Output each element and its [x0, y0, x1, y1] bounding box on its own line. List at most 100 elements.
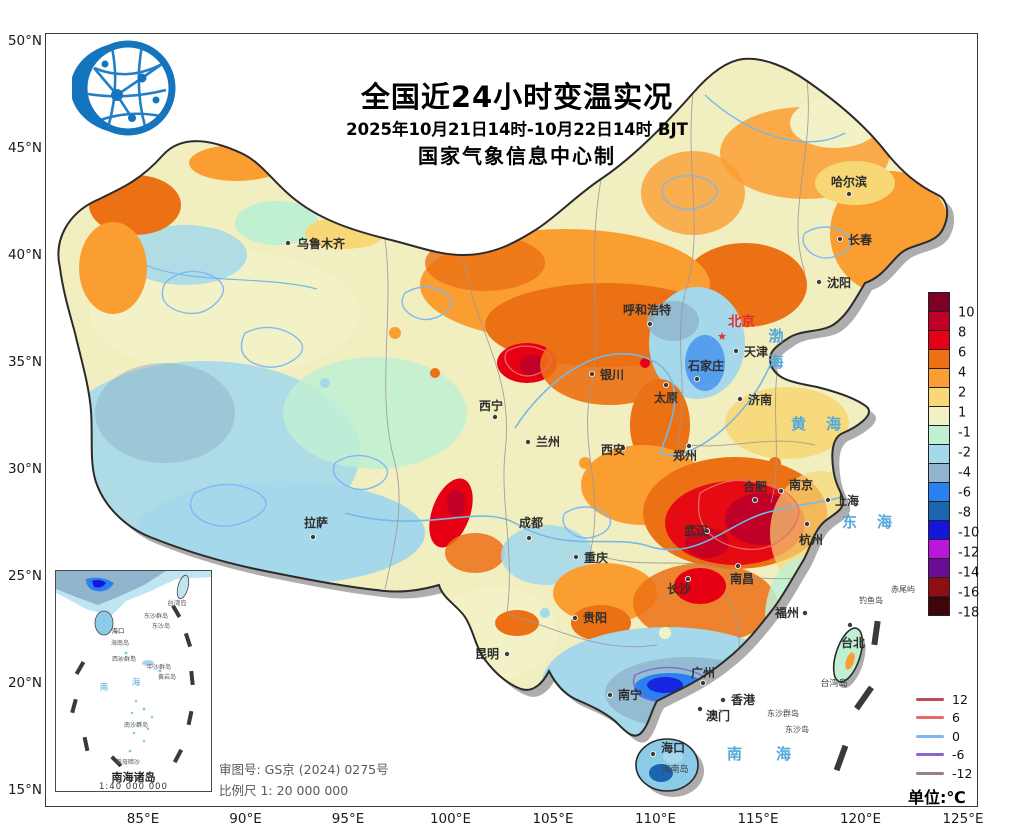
colorbar-band [928, 520, 950, 540]
city-marker [572, 615, 579, 622]
colorbar-band [928, 406, 950, 426]
city-label: 沈阳 [827, 275, 851, 290]
inset-label: 海南岛 [111, 639, 129, 647]
inset-art [56, 571, 211, 768]
credit-line: 国家气象信息中心制 [417, 144, 616, 168]
colorbar-band [928, 368, 950, 388]
isoline-value: 12 [952, 691, 968, 707]
inset-dash-line [70, 604, 195, 768]
city-marker [607, 692, 614, 699]
city-marker [309, 533, 316, 540]
sea-label: 东海 [842, 513, 912, 531]
colorbar-band [928, 330, 950, 350]
inset-label: 南沙群岛 [124, 721, 148, 729]
city-marker [503, 651, 510, 658]
city-label: 郑州 [673, 448, 697, 463]
lon-tick-label: 120°E [839, 811, 882, 827]
city-label: 济南 [748, 392, 772, 407]
sea-label: 南海 [727, 745, 825, 763]
city-marker [663, 381, 670, 388]
city-label: 南昌 [730, 571, 754, 586]
colorbar-tick: -16 [958, 585, 980, 601]
isoline-legend-row: 0 [916, 727, 972, 746]
city-marker [491, 413, 498, 420]
city-label: 呼和浩特 [623, 302, 671, 317]
isoline-sample [916, 697, 944, 701]
colorbar-band [928, 577, 950, 597]
lat-tick-label: 40°N [7, 247, 42, 263]
inset-label: 东沙群岛 [144, 612, 168, 620]
colorbar-tick: -18 [958, 605, 980, 621]
city-label: 南宁 [618, 687, 642, 702]
colorbar-band [928, 387, 950, 407]
city-label: 武汉 [684, 523, 709, 538]
colorbar-band [928, 311, 950, 331]
city-marker [737, 395, 744, 402]
colorbar-band [928, 596, 950, 616]
valid-period: 2025年10月21日14时-10月22日14时 BJT [346, 120, 688, 139]
inset-caption: 南海诸岛 [111, 771, 156, 784]
city-marker [837, 235, 844, 242]
city-marker [804, 520, 811, 527]
isoline-legend-row: 6 [916, 709, 972, 728]
city-marker [847, 622, 854, 629]
city-label: 西安 [601, 442, 625, 457]
colorbar-band [928, 463, 950, 483]
inset-label: 黄岩岛 [158, 673, 176, 681]
city-marker [620, 444, 627, 451]
south-china-sea-inset: 台湾岛 东沙群岛 东沙岛 海口 海南岛 西沙群岛 中沙群岛 黄岩岛南 海南沙群岛 曾母暗沙 南海诸… [55, 570, 212, 792]
island-label: 东沙岛 [785, 724, 809, 734]
colorbar-band [928, 425, 950, 445]
city-label: 兰州 [536, 434, 560, 449]
inset-scale: 1:40 000 000 [99, 782, 168, 792]
city-label: 长春 [848, 232, 873, 247]
city-label: 成都 [519, 515, 543, 530]
approval-number: 审图号: GS京 (2024) 0275号 [219, 762, 389, 777]
city-marker [720, 697, 727, 704]
lon-tick-label: 115°E [737, 811, 779, 827]
city-label: 贵阳 [583, 610, 607, 625]
colorbar-tick: -10 [958, 525, 980, 541]
island-label: 台湾岛 [820, 677, 847, 689]
lat-tick-label: 30°N [7, 461, 42, 477]
inset-label: 西沙群岛 [112, 655, 136, 663]
globe-network-icon [72, 40, 176, 136]
city-marker [733, 347, 740, 354]
capital-label: 北京 [728, 313, 755, 330]
lat-tick-label: 35°N [7, 354, 42, 370]
city-marker [816, 278, 823, 285]
city-label: 上海 [835, 493, 859, 508]
inset-label: 南 [100, 682, 109, 693]
colorbar-tick: -6 [958, 485, 971, 501]
city-label: 澳门 [706, 708, 730, 723]
city-marker [735, 563, 742, 570]
city-marker [524, 438, 531, 445]
city-label: 台北 [841, 635, 865, 650]
inset-label: 台湾岛 [167, 598, 187, 607]
colorbar-tick: 6 [958, 345, 967, 361]
colorbar-band [928, 349, 950, 369]
lat-tick-label: 15°N [7, 782, 42, 798]
colorbar-tick: 8 [958, 325, 967, 341]
inset-label: 曾母暗沙 [116, 758, 140, 766]
isoline-legend-row: -12 [916, 764, 972, 783]
lat-tick-label: 25°N [7, 568, 42, 584]
island-label: 赤尾屿 [891, 585, 915, 594]
colorbar-band [928, 558, 950, 578]
isoline-sample [916, 716, 944, 720]
isoline-sample [916, 734, 944, 738]
colorbar-tick: -14 [958, 565, 980, 581]
lon-tick-label: 85°E [126, 811, 160, 827]
city-label: 西宁 [479, 398, 503, 413]
taiwan-island [832, 627, 864, 683]
city-label: 石家庄 [687, 358, 724, 373]
city-label: 天津 [744, 344, 768, 359]
city-marker [825, 496, 832, 503]
isoline-value: -6 [952, 747, 965, 763]
city-marker [846, 190, 853, 197]
colorbar-band [928, 539, 950, 559]
